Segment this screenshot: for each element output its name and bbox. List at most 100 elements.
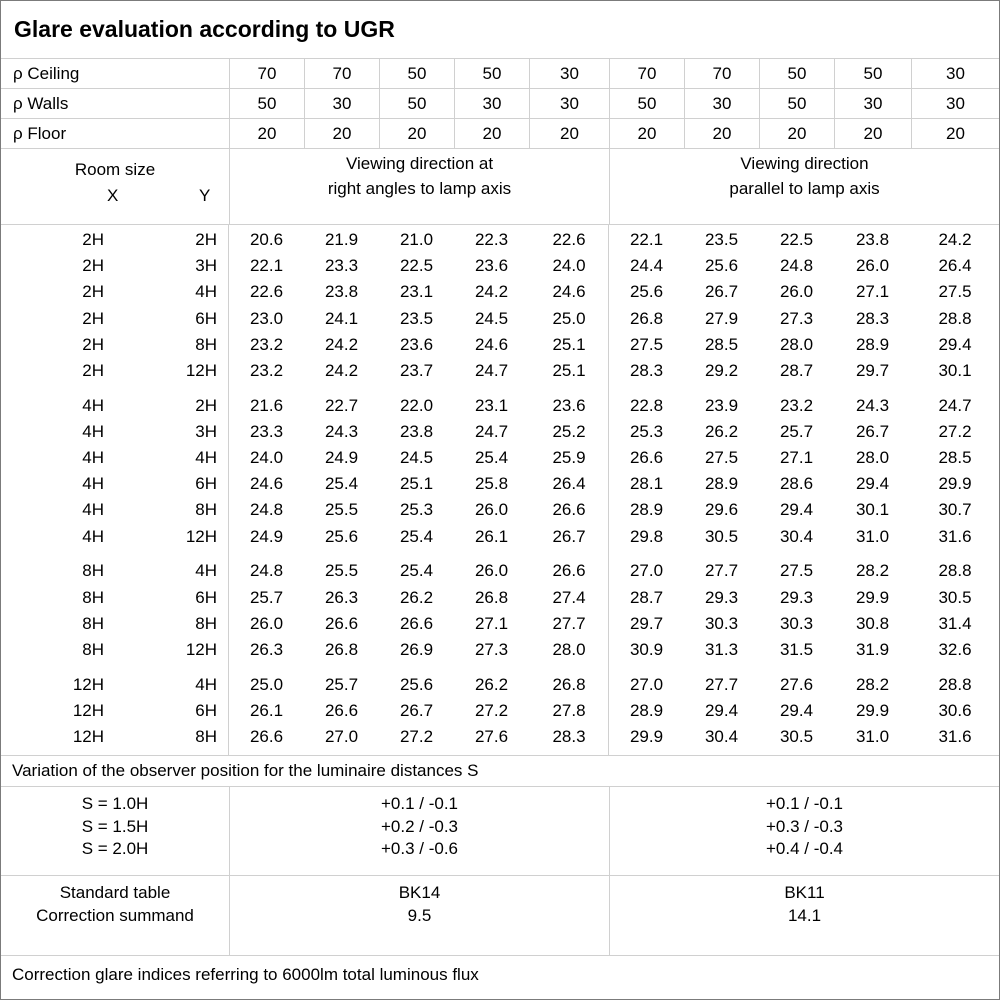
ugr-value-parallel: 26.8 — [629, 308, 664, 328]
ugr-value-parallel: 31.6 — [938, 526, 972, 546]
ugr-value-parallel: 30.8 — [855, 613, 890, 633]
ugr-value-parallel: 27.7 — [704, 674, 739, 694]
ugr-value-parallel: 25.3 — [629, 421, 664, 441]
ugr-value-right-angles: 26.7 — [552, 526, 586, 546]
standard-table-value: BK14 — [398, 883, 441, 902]
ugr-value-parallel: 27.2 — [938, 421, 972, 441]
room-x-cell: 4H — [82, 448, 104, 468]
room-y-cell: 6H — [195, 308, 217, 328]
ugr-value-parallel: 28.8 — [938, 674, 972, 694]
correction-summand-value: 9.5 — [407, 905, 432, 925]
room-x-cell: 4H — [82, 474, 104, 494]
ugr-value-right-angles: 25.9 — [552, 448, 586, 468]
ugr-value-parallel: 27.1 — [779, 448, 814, 468]
room-x-cell: 2H — [82, 282, 104, 302]
reflectance-ceiling-value: 30 — [529, 59, 609, 88]
ugr-row: 8H 8H 26.0 26.6 26.6 27.1 27.7 29.7 30.3 30.3 30.8… — [1, 611, 999, 637]
ugr-value-right-angles: 25.6 — [324, 526, 359, 546]
ugr-value-right-angles: 25.5 — [324, 500, 359, 520]
room-y-header: Y — [199, 186, 211, 205]
ugr-row: 2H 6H 23.0 24.1 23.5 24.5 25.0 26.8 27.9 27.3 28.3… — [1, 306, 999, 332]
ugr-value-parallel: 29.3 — [704, 587, 739, 607]
reflectance-ceiling-value: 50 — [759, 59, 834, 88]
reflectance-row-floor: ρ Floor 20 20 20 20 20 20 20 20 20 20 — [1, 119, 999, 149]
reflectance-floor-value: 20 — [454, 119, 529, 148]
reflectance-walls-value: 30 — [684, 89, 759, 118]
ugr-value-parallel: 25.7 — [779, 421, 814, 441]
ugr-value-right-angles: 27.3 — [474, 639, 509, 659]
observer-variation-section: S = 1.0H S = 1.5H S = 2.0H +0.1 / -0.1 +… — [1, 787, 999, 876]
ugr-value-right-angles: 23.3 — [324, 256, 359, 276]
ugr-value-right-angles: 25.3 — [399, 500, 434, 520]
ugr-value-parallel: 28.1 — [629, 474, 664, 494]
ugr-value-parallel: 26.7 — [855, 421, 890, 441]
ugr-value-parallel: 28.9 — [855, 334, 890, 354]
ugr-value-right-angles: 25.4 — [324, 474, 359, 494]
group-header-line: Viewing direction at — [345, 154, 494, 173]
ugr-value-parallel: 24.7 — [938, 395, 972, 415]
ugr-value-right-angles: 25.5 — [324, 561, 359, 581]
ugr-value-right-angles: 25.4 — [474, 448, 509, 468]
ugr-value-parallel: 27.5 — [629, 334, 664, 354]
spacing-labels: S = 1.0H S = 1.5H S = 2.0H — [1, 787, 229, 875]
reflectance-walls-value: 50 — [609, 89, 684, 118]
ugr-value-right-angles: 27.4 — [552, 587, 586, 607]
ugr-value-parallel: 27.0 — [629, 561, 664, 581]
ugr-value-parallel: 30.1 — [938, 361, 972, 381]
reflectance-walls-value: 30 — [304, 89, 379, 118]
reflectance-label-walls: ρ Walls — [13, 93, 69, 113]
reflectance-ceiling-value: 70 — [304, 59, 379, 88]
ugr-value-right-angles: 27.1 — [474, 613, 509, 633]
room-x-cell: 2H — [82, 230, 104, 250]
room-y-cell: 4H — [195, 674, 217, 694]
ugr-value-right-angles: 22.6 — [552, 230, 586, 250]
ugr-value-parallel: 30.5 — [779, 726, 814, 746]
ugr-value-right-angles: 23.5 — [399, 308, 434, 328]
room-y-cell: 12H — [185, 361, 217, 381]
ugr-value-parallel: 28.2 — [855, 674, 890, 694]
ugr-table-body: 2H 2H 20.6 21.9 21.0 22.3 22.6 22.1 23.5 22.5 23.8… — [1, 225, 999, 756]
ugr-value-parallel: 28.9 — [629, 500, 664, 520]
reflectance-floor-value: 20 — [304, 119, 379, 148]
group-header-parallel: Viewing direction parallel to lamp axis — [609, 149, 999, 224]
ugr-value-right-angles: 26.8 — [552, 674, 586, 694]
ugr-value-right-angles: 24.9 — [324, 448, 359, 468]
ugr-value-right-angles: 26.2 — [399, 587, 434, 607]
room-y-cell: 6H — [195, 700, 217, 720]
ugr-value-right-angles: 28.3 — [552, 726, 586, 746]
ugr-value-right-angles: 25.1 — [399, 474, 434, 494]
ugr-value-right-angles: 24.2 — [474, 282, 509, 302]
reflectance-floor-value: 20 — [684, 119, 759, 148]
ugr-value-parallel: 29.4 — [855, 474, 890, 494]
ugr-value-right-angles: 24.7 — [474, 361, 509, 381]
ugr-row: 4H 4H 24.0 24.9 24.5 25.4 25.9 26.6 27.5 27.1 28.0… — [1, 445, 999, 471]
reflectance-label-ceiling: ρ Ceiling — [13, 63, 80, 83]
ugr-value-parallel: 30.5 — [704, 526, 739, 546]
ugr-value-right-angles: 22.3 — [474, 230, 509, 250]
ugr-value-parallel: 26.0 — [779, 282, 814, 302]
room-x-cell: 2H — [82, 361, 104, 381]
ugr-value-parallel: 30.4 — [779, 526, 814, 546]
ugr-value-right-angles: 24.6 — [249, 474, 284, 494]
room-y-cell: 6H — [195, 474, 217, 494]
ugr-value-right-angles: 23.6 — [552, 395, 586, 415]
ugr-value-right-angles: 23.0 — [249, 308, 284, 328]
ugr-value-parallel: 32.6 — [938, 639, 972, 659]
column-group-header: Room size X Y Viewing direction at right… — [1, 149, 999, 225]
reflectance-walls-value: 50 — [759, 89, 834, 118]
ugr-value-right-angles: 27.2 — [474, 700, 509, 720]
ugr-value-right-angles: 26.4 — [552, 474, 586, 494]
ugr-value-parallel: 31.9 — [855, 639, 890, 659]
ugr-value-parallel: 28.0 — [779, 334, 814, 354]
ugr-row: 12H 6H 26.1 26.6 26.7 27.2 27.8 28.9 29.4 29.4 29.… — [1, 698, 999, 724]
ugr-row: 12H 4H 25.0 25.7 25.6 26.2 26.8 27.0 27.7 27.6 28.… — [1, 672, 999, 698]
ugr-value-right-angles: 22.6 — [249, 282, 284, 302]
spacing-value: +0.1 / -0.1 — [765, 794, 844, 813]
ugr-value-right-angles: 26.1 — [249, 700, 284, 720]
ugr-value-parallel: 28.9 — [629, 700, 664, 720]
reflectance-floor-value: 20 — [609, 119, 684, 148]
reflectance-label-floor: ρ Floor — [13, 123, 67, 143]
spacing-value: +0.3 / -0.3 — [765, 816, 844, 836]
ugr-value-right-angles: 26.6 — [249, 726, 284, 746]
spacing-label: S = 1.5H — [81, 816, 149, 836]
